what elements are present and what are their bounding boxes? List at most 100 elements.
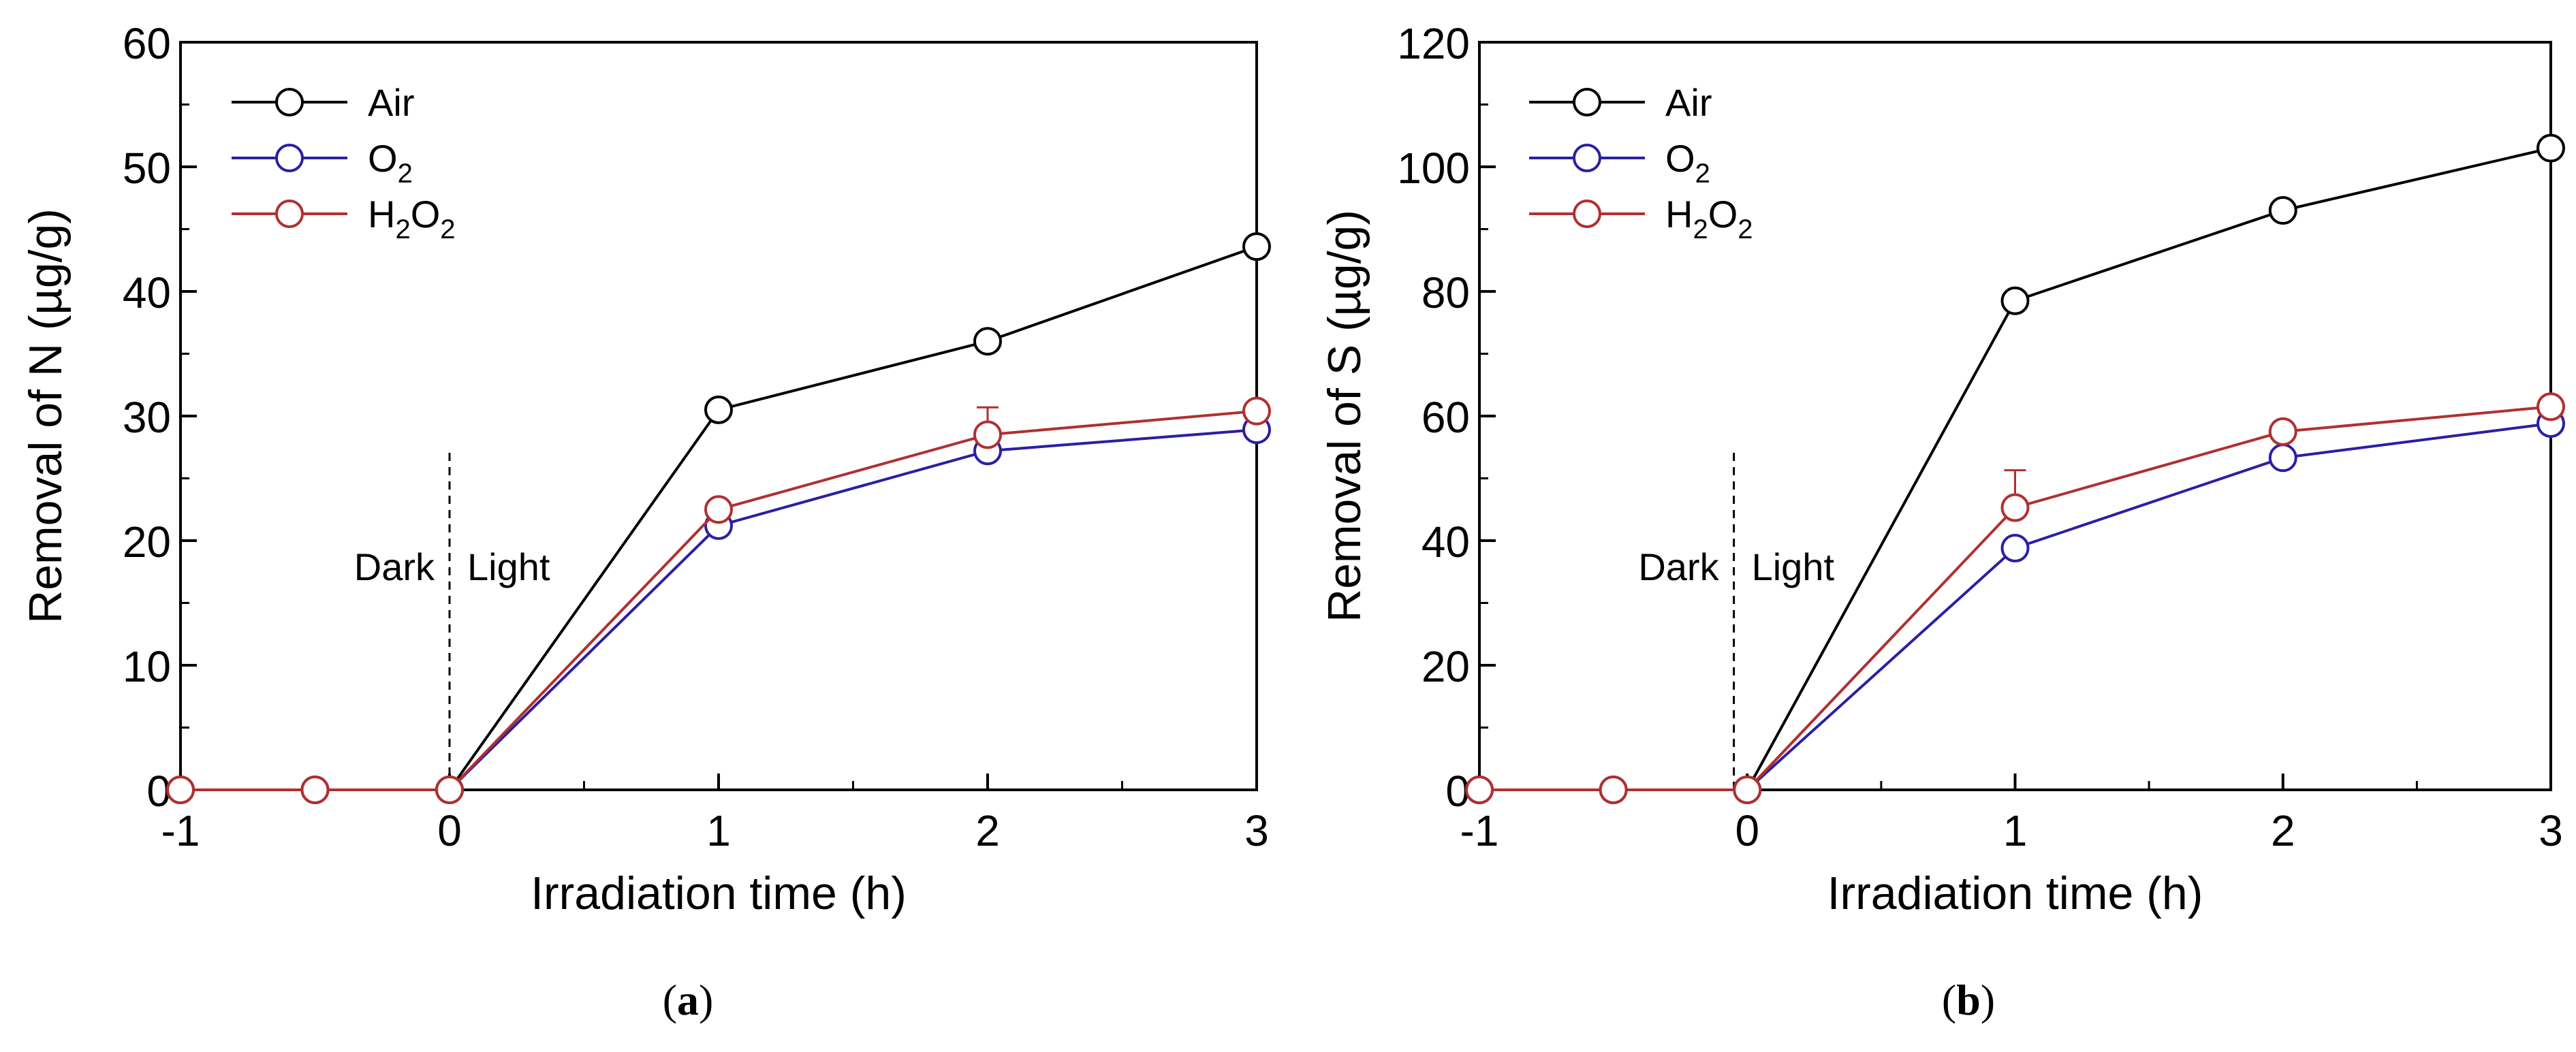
legend-char: i [393, 81, 401, 124]
legend-marker-h2o2 [275, 200, 304, 228]
x-tick-label: 1 [706, 806, 731, 855]
data-point-h2o2 [973, 420, 1002, 449]
legend-marker-o2 [275, 144, 304, 172]
legend-char: H [1665, 193, 1693, 236]
x-tick-label: -1 [1460, 806, 1499, 855]
legend-char: A [368, 81, 394, 124]
data-point-air [1242, 232, 1271, 261]
series-line-h2o2 [1479, 405, 2551, 791]
y-axis-title: Removal of S (µg/g) [1319, 210, 1370, 622]
series-line-air [1479, 146, 2551, 791]
x-tick-label: 3 [2539, 806, 2563, 855]
y-axis-title: Removal of N (µg/g) [20, 208, 72, 624]
y-tick-label: 50 [123, 144, 171, 193]
legend-subscript: 2 [440, 214, 455, 244]
panel-caption: (b) [1942, 976, 1995, 1024]
legend-label-o2: O2 [368, 137, 413, 189]
y-tick-label: 20 [1421, 642, 1470, 691]
data-point-h2o2 [1733, 776, 1762, 804]
y-tick-label: 40 [1421, 517, 1470, 567]
data-point-air [2536, 133, 2565, 163]
legend-char: A [1665, 81, 1691, 124]
caption-paren: ) [1981, 976, 1995, 1024]
legend-char: O [368, 137, 398, 180]
y-tick-label: 10 [123, 642, 171, 691]
legend-marker-h2o2 [1573, 200, 1601, 228]
dark-annotation: Dark [1638, 545, 1719, 588]
data-point-air [2000, 286, 2030, 315]
plot-frame [1478, 41, 2552, 791]
data-point-h2o2 [435, 776, 464, 804]
data-point-h2o2 [300, 776, 330, 804]
x-tick-label: 2 [975, 806, 1000, 855]
panel-caption: (a) [663, 976, 714, 1024]
y-tick-label: 40 [123, 268, 171, 317]
dark-annotation: Dark [354, 545, 435, 588]
legend-char: r [1699, 81, 1712, 124]
x-tick-label: 2 [2271, 806, 2295, 855]
x-tick-label: 1 [2003, 806, 2028, 855]
legend-subscript: 2 [1695, 159, 1710, 189]
legend-marker-air [1573, 88, 1601, 116]
legend-label-o2: O2 [1665, 137, 1710, 189]
caption-paren: ( [663, 976, 677, 1024]
y-tick-label: 20 [123, 517, 171, 567]
series-line-o2 [180, 428, 1257, 791]
legend-marker-air [275, 88, 304, 116]
legend-char: O [411, 193, 441, 236]
data-point-h2o2 [2268, 417, 2297, 446]
y-tick-label: 60 [1421, 393, 1470, 442]
caption-paren: ) [699, 976, 713, 1024]
data-point-h2o2 [166, 776, 195, 804]
y-tick-label: 80 [1421, 268, 1470, 317]
data-point-o2 [2268, 443, 2297, 473]
legend-marker-o2 [1573, 144, 1601, 172]
data-point-h2o2 [1242, 396, 1271, 426]
legend-char: r [402, 81, 415, 124]
legend-char: O [1708, 193, 1738, 236]
y-tick-label: 60 [123, 19, 171, 68]
x-axis-title: Irradiation time (h) [1827, 867, 2203, 919]
legend-label-air: Air [1665, 81, 1712, 124]
data-point-o2 [2000, 533, 2030, 562]
legend-subscript: 2 [1693, 214, 1708, 244]
series-h2o2 [166, 396, 1271, 804]
legend-char: i [1691, 81, 1699, 124]
data-point-h2o2 [2000, 493, 2030, 522]
legend-subscript: 2 [395, 214, 410, 244]
legend-subscript: 2 [1738, 214, 1753, 244]
x-tick-label: -1 [161, 806, 200, 855]
series-air [1465, 133, 2565, 804]
caption-letter: a [677, 976, 699, 1024]
data-point-h2o2 [2536, 392, 2565, 421]
data-point-h2o2 [1599, 776, 1628, 804]
data-point-air [973, 327, 1002, 356]
data-point-air [704, 395, 733, 424]
y-tick-label: 30 [123, 393, 171, 442]
series-o2 [166, 415, 1271, 804]
x-tick-label: 3 [1244, 806, 1269, 855]
legend-label-air: Air [368, 81, 414, 124]
x-axis-title: Irradiation time (h) [531, 867, 907, 919]
legend-char: H [368, 193, 395, 236]
legend-label-h2o2: H2O2 [1665, 193, 1753, 244]
x-tick-label: 0 [437, 806, 462, 855]
y-tick-label: 120 [1397, 19, 1470, 68]
caption-letter: b [1956, 976, 1981, 1024]
data-point-h2o2 [704, 495, 733, 524]
legend-subscript: 2 [398, 159, 413, 189]
x-tick-label: 0 [1735, 806, 1759, 855]
series-h2o2 [1465, 392, 2565, 804]
legend-label-h2o2: H2O2 [368, 193, 456, 244]
light-annotation: Light [1752, 545, 1835, 588]
data-point-h2o2 [1465, 776, 1494, 804]
legend-char: O [1665, 137, 1695, 180]
y-tick-label: 100 [1397, 144, 1470, 193]
data-point-air [2268, 196, 2297, 225]
